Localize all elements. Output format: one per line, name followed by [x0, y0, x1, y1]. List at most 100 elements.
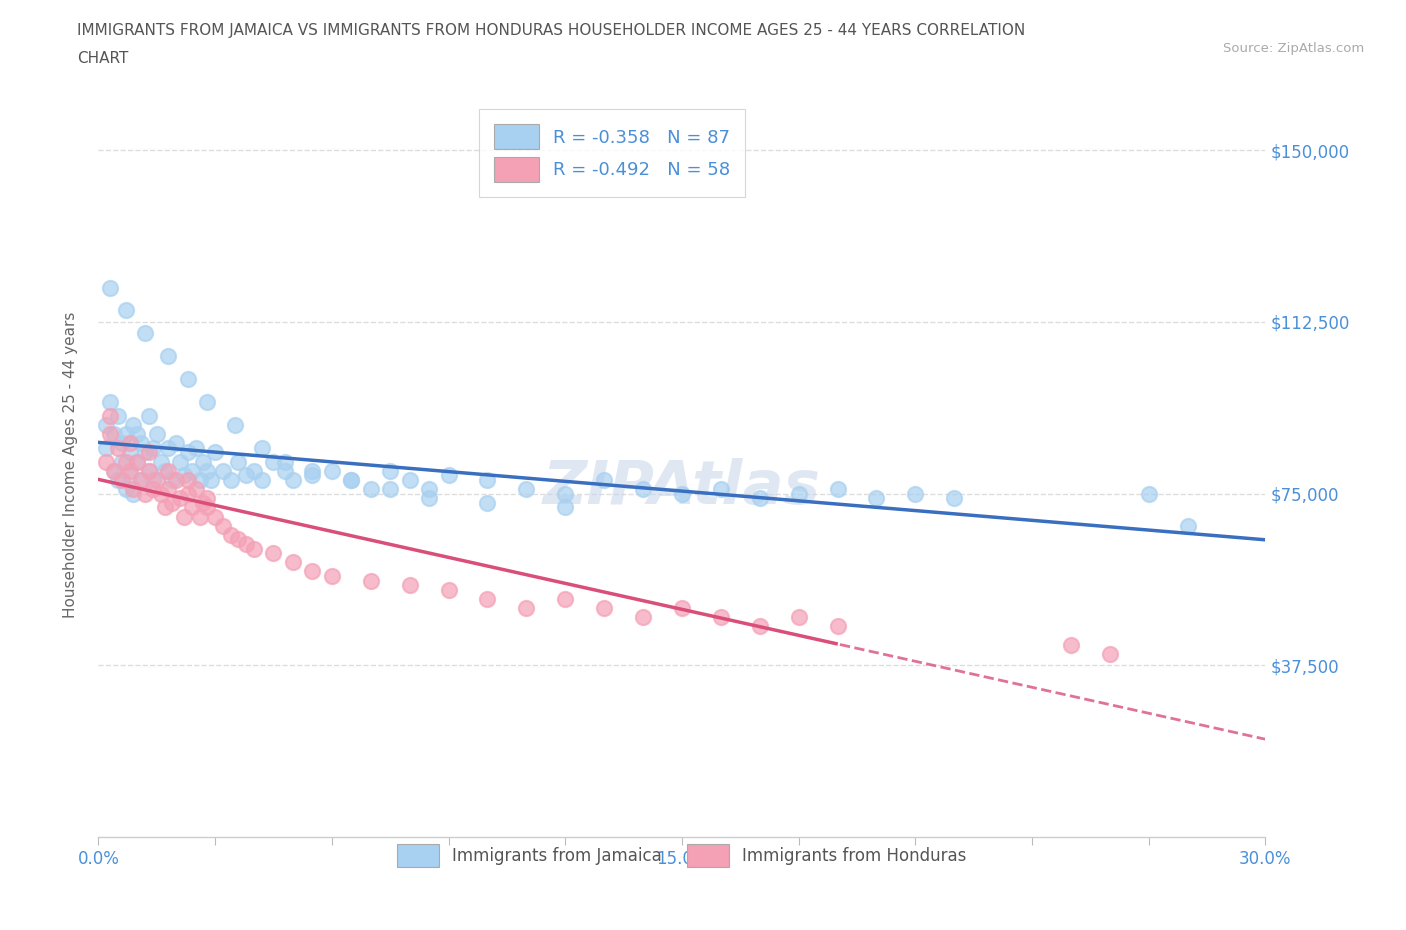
Point	[122, 418, 145, 432]
Point	[671, 486, 693, 501]
Point	[631, 610, 654, 625]
Point	[195, 500, 218, 515]
Point	[138, 463, 160, 478]
Point	[228, 454, 250, 469]
Point	[262, 546, 284, 561]
Point	[111, 454, 134, 469]
Point	[118, 468, 141, 483]
Point	[188, 472, 211, 487]
Point	[162, 496, 184, 511]
Point	[98, 394, 121, 409]
Point	[162, 472, 184, 487]
Point	[477, 472, 499, 487]
Point	[149, 454, 172, 469]
Point	[118, 445, 141, 459]
Point	[169, 491, 191, 506]
Point	[193, 454, 215, 469]
Point	[710, 610, 733, 625]
Point	[103, 463, 125, 478]
Point	[114, 482, 136, 497]
Point	[138, 445, 160, 459]
Point	[122, 486, 145, 501]
Point	[114, 454, 136, 469]
Point	[515, 482, 537, 497]
Point	[98, 280, 121, 295]
Point	[118, 463, 141, 478]
Point	[554, 500, 576, 515]
Point	[235, 537, 257, 551]
Point	[340, 472, 363, 487]
Point	[321, 463, 343, 478]
Point	[748, 491, 770, 506]
Point	[153, 463, 176, 478]
Point	[204, 509, 226, 524]
Point	[200, 472, 222, 487]
Point	[340, 472, 363, 487]
Point	[107, 408, 129, 423]
Point	[149, 486, 172, 501]
Point	[111, 472, 134, 487]
Point	[748, 619, 770, 634]
Point	[301, 463, 323, 478]
Point	[129, 436, 152, 451]
Point	[380, 463, 402, 478]
Point	[398, 578, 420, 592]
Point	[96, 454, 118, 469]
Point	[195, 394, 218, 409]
Point	[127, 454, 149, 469]
Point	[138, 463, 160, 478]
Point	[157, 463, 180, 478]
Point	[142, 441, 165, 456]
Point	[157, 349, 180, 364]
Point	[631, 482, 654, 497]
Point	[195, 491, 218, 506]
Point	[515, 601, 537, 616]
Point	[671, 601, 693, 616]
Point	[134, 326, 156, 340]
Point	[98, 427, 121, 442]
Point	[165, 472, 187, 487]
Point	[107, 472, 129, 487]
Point	[710, 482, 733, 497]
Point	[138, 408, 160, 423]
Point	[127, 427, 149, 442]
Point	[398, 472, 420, 487]
Point	[142, 472, 165, 487]
Point	[1098, 646, 1121, 661]
Point	[96, 418, 118, 432]
Point	[142, 482, 165, 497]
Point	[118, 436, 141, 451]
Point	[114, 303, 136, 318]
Point	[593, 601, 616, 616]
Point	[274, 463, 297, 478]
Point	[904, 486, 927, 501]
Point	[153, 500, 176, 515]
Point	[219, 472, 242, 487]
Point	[380, 482, 402, 497]
Point	[173, 509, 195, 524]
Point	[177, 472, 200, 487]
Point	[262, 454, 284, 469]
Point	[184, 482, 207, 497]
Point	[321, 568, 343, 583]
Point	[169, 454, 191, 469]
Text: ZIPAtlas: ZIPAtlas	[543, 458, 821, 517]
Point	[180, 500, 202, 515]
Point	[146, 427, 169, 442]
Point	[177, 445, 200, 459]
Point	[437, 468, 460, 483]
Point	[193, 496, 215, 511]
Point	[554, 486, 576, 501]
Text: IMMIGRANTS FROM JAMAICA VS IMMIGRANTS FROM HONDURAS HOUSEHOLDER INCOME AGES 25 -: IMMIGRANTS FROM JAMAICA VS IMMIGRANTS FR…	[77, 23, 1025, 38]
Point	[437, 582, 460, 597]
Point	[146, 472, 169, 487]
Point	[787, 610, 810, 625]
Point	[593, 472, 616, 487]
Point	[212, 463, 235, 478]
Point	[274, 454, 297, 469]
Point	[157, 441, 180, 456]
Point	[212, 518, 235, 533]
Point	[301, 564, 323, 578]
Point	[188, 509, 211, 524]
Point	[301, 468, 323, 483]
